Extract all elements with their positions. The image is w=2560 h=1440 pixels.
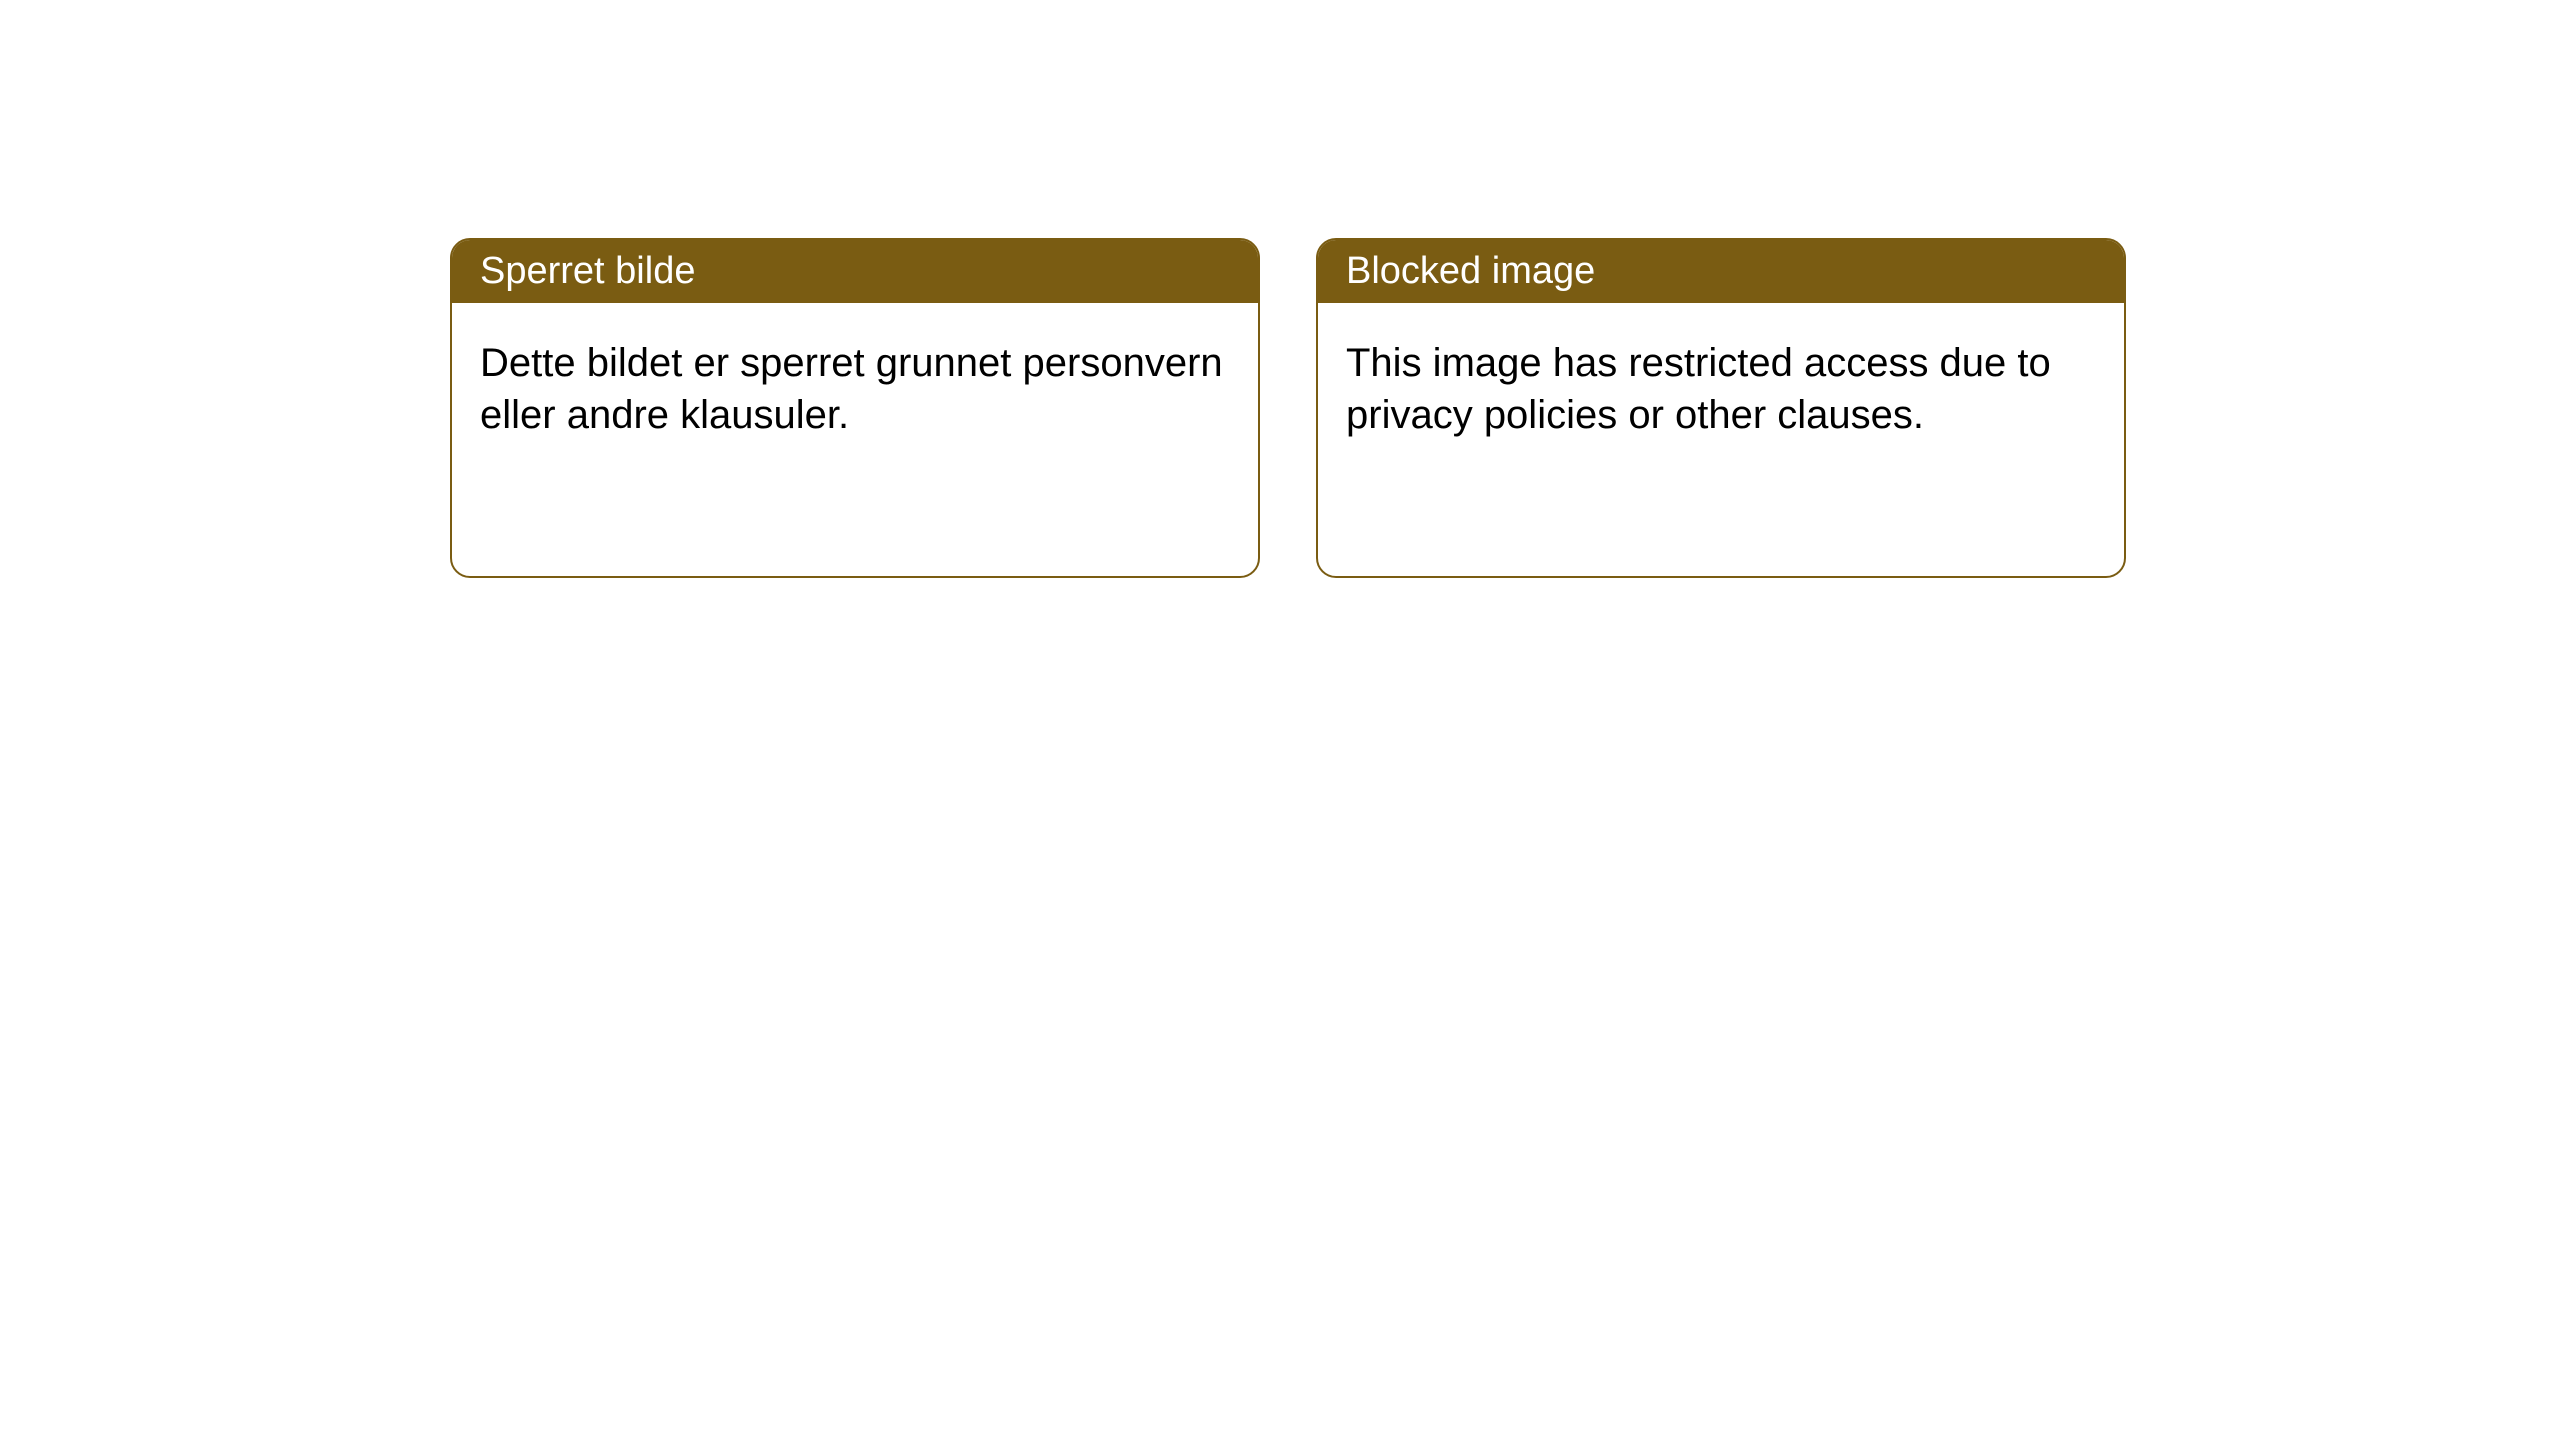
- notice-header: Sperret bilde: [452, 240, 1258, 303]
- notice-message: This image has restricted access due to …: [1346, 341, 2051, 437]
- notice-header: Blocked image: [1318, 240, 2124, 303]
- notice-card-english: Blocked image This image has restricted …: [1316, 238, 2126, 578]
- notice-card-norwegian: Sperret bilde Dette bildet er sperret gr…: [450, 238, 1260, 578]
- notice-body: Dette bildet er sperret grunnet personve…: [452, 303, 1258, 475]
- notice-message: Dette bildet er sperret grunnet personve…: [480, 341, 1223, 437]
- notice-title: Sperret bilde: [480, 250, 695, 292]
- notice-title: Blocked image: [1346, 250, 1595, 292]
- notice-body: This image has restricted access due to …: [1318, 303, 2124, 475]
- notice-container: Sperret bilde Dette bildet er sperret gr…: [450, 238, 2126, 578]
